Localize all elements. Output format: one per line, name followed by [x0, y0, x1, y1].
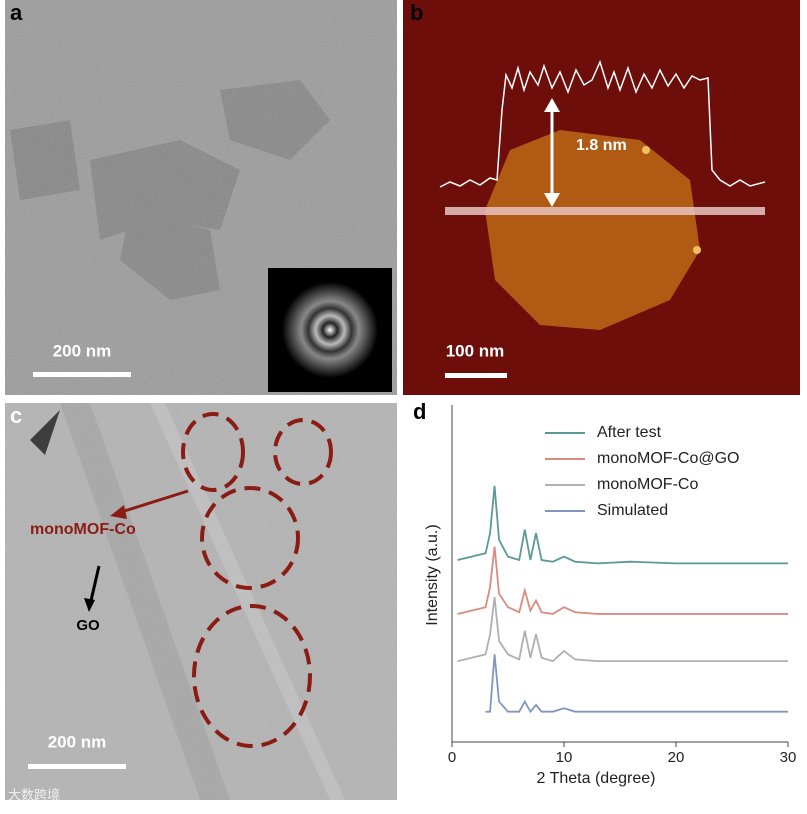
legend-label: After test: [597, 424, 662, 441]
xrd-curve: [457, 546, 788, 615]
panel-a: 200 nm a: [5, 0, 397, 395]
annotation: monoMOF-Co: [30, 521, 136, 538]
watermark: 大数跨境: [8, 787, 60, 802]
pointer-arrow: [117, 489, 189, 515]
height-label: 1.8 nm: [576, 137, 627, 154]
legend-label: monoMOF-Co: [597, 476, 698, 493]
legend-label: monoMOF-Co@GO: [597, 450, 739, 467]
arrow-head: [84, 598, 95, 612]
scale-bar: [33, 372, 131, 377]
noise: [5, 403, 397, 800]
highlight-circles: [181, 412, 333, 748]
xrd-curve: [457, 485, 788, 565]
x-tick-label: 10: [556, 749, 573, 766]
nanosheet: [485, 130, 700, 330]
x-tick-label: 20: [668, 749, 685, 766]
panel-c: monoMOF-Co GO 200 nm c 大数跨境: [5, 403, 397, 802]
x-tick-label: 30: [780, 749, 797, 766]
scale-label: 200 nm: [53, 341, 112, 360]
particle: [642, 146, 650, 154]
scale-label: 100 nm: [446, 341, 505, 360]
x-axis-label: 2 Theta (degree): [537, 770, 656, 787]
fft-rings: [282, 282, 378, 378]
profile-line: [445, 207, 765, 215]
particle: [693, 246, 701, 254]
scale-bar: [445, 373, 507, 378]
panel-label: a: [10, 0, 23, 25]
scale-bar: [28, 764, 126, 769]
xrd-curve: [485, 654, 788, 714]
panel-label: d: [413, 399, 426, 424]
arrow-head: [110, 505, 127, 519]
height-profile: [439, 59, 766, 188]
panel-label: b: [410, 0, 423, 25]
panel-label: c: [10, 403, 22, 428]
annotation: GO: [76, 617, 100, 634]
panel-d: d 2 Theta (degree) Intensity (a.u.) 0 10 2…: [413, 399, 796, 787]
scale-label: 200 nm: [48, 732, 107, 751]
legend-label: Simulated: [597, 502, 668, 519]
y-axis-label: Intensity (a.u.): [424, 524, 441, 625]
panel-b: 1.8 nm 100 nm b: [403, 0, 800, 395]
x-tick-label: 0: [448, 749, 456, 766]
pointer-arrow: [88, 565, 101, 606]
xrd-curve: [457, 596, 788, 663]
